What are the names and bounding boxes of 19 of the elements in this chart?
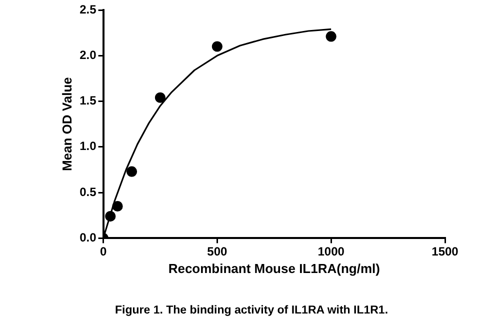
y-tick-label: 0.5	[80, 184, 97, 199]
x-tick-label: 0	[100, 244, 107, 259]
point	[212, 41, 222, 52]
point	[126, 166, 138, 177]
x-tick-label: 1000	[318, 244, 345, 259]
y-tick-label: 2.5	[80, 2, 97, 16]
x-tick-label: 1500	[432, 244, 459, 259]
y-tick-label: 1.5	[80, 94, 97, 108]
y-tick-label: 2.0	[80, 48, 97, 62]
y-tick-label: 0.0	[80, 230, 97, 245]
point	[105, 210, 116, 222]
x-tick-label: 500	[207, 244, 228, 259]
y-axis-title: Mean OD Value	[59, 77, 74, 172]
point	[154, 92, 166, 103]
point	[326, 31, 336, 42]
text: Figure 1. The binding activity of IL1RA with IL1R1.	[114, 304, 388, 316]
x-axis-title: Recombinant Mouse IL1RA(ng/ml)	[168, 260, 380, 276]
y-tick-label: 1.0	[80, 139, 97, 154]
point	[112, 200, 123, 212]
